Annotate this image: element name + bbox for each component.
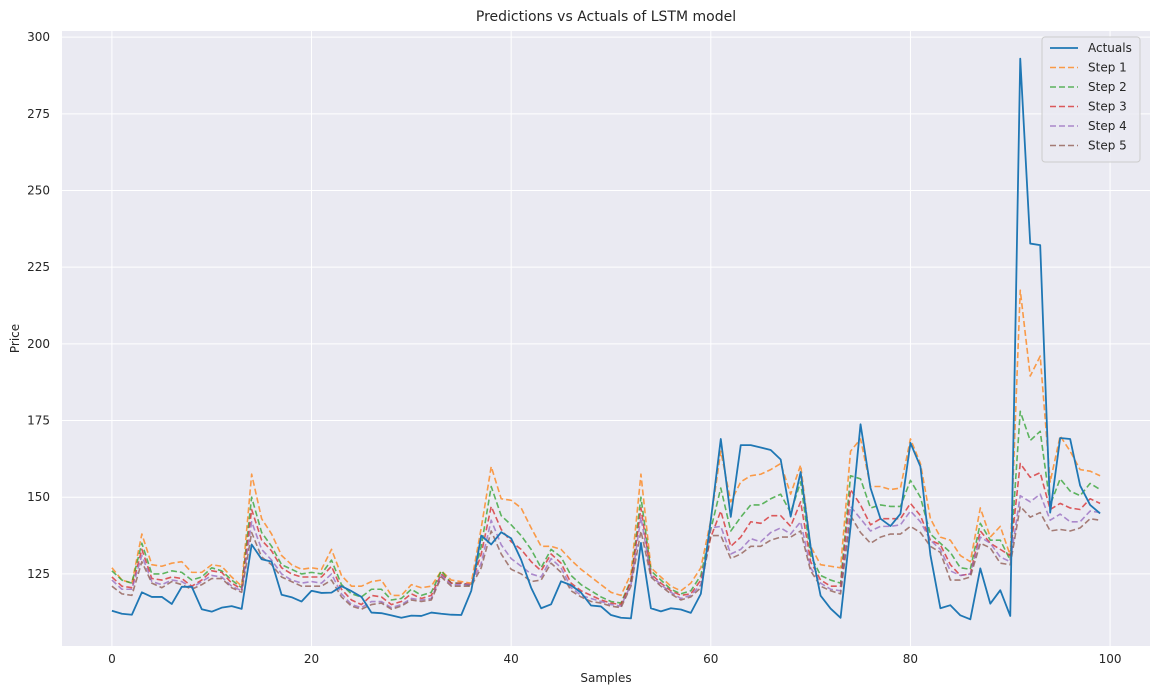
x-axis-label: Samples — [580, 671, 631, 685]
legend-label: Actuals — [1088, 41, 1132, 55]
y-tick-label: 275 — [27, 107, 50, 121]
legend-label: Step 3 — [1088, 100, 1127, 114]
y-axis-label: Price — [8, 324, 22, 353]
y-tick-label: 200 — [27, 337, 50, 351]
y-tick-label: 300 — [27, 30, 50, 44]
x-tick-label: 40 — [504, 652, 519, 666]
legend-label: Step 5 — [1088, 139, 1127, 153]
y-tick-label: 225 — [27, 260, 50, 274]
series-line-step-5 — [111, 505, 1101, 610]
y-tick-label: 175 — [27, 414, 50, 428]
legend: Actuals Step 1 Step 2 Step 3 Step 4 Step 5 — [1041, 36, 1141, 163]
y-tick-label: 150 — [27, 490, 50, 504]
series-lines — [111, 57, 1101, 621]
tick-labels: 0 20 40 60 80 100 125 150 175 200 225 250 275 300 — [27, 30, 1121, 666]
legend-box — [1041, 36, 1141, 163]
series-line-actuals — [111, 57, 1101, 621]
series-line-step-2 — [111, 410, 1101, 604]
x-tick-label: 60 — [703, 652, 718, 666]
series-line-step-3 — [111, 462, 1101, 606]
legend-label: Step 4 — [1088, 119, 1127, 133]
plot-background — [62, 31, 1150, 646]
x-tick-label: 0 — [108, 652, 116, 666]
legend-label: Step 1 — [1088, 61, 1127, 75]
x-tick-label: 100 — [1099, 652, 1122, 666]
series-line-step-4 — [111, 493, 1101, 609]
legend-label: Step 2 — [1088, 80, 1127, 94]
y-tick-label: 125 — [27, 567, 50, 581]
y-tick-label: 250 — [27, 184, 50, 198]
chart-title: Predictions vs Actuals of LSTM model — [476, 9, 736, 25]
x-tick-label: 20 — [304, 652, 319, 666]
x-tick-label: 80 — [903, 652, 918, 666]
